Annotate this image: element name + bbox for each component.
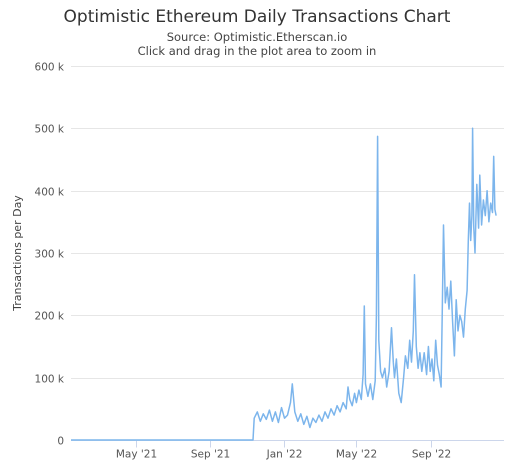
y-tick-label: 100 k bbox=[35, 374, 65, 386]
y-tick-label: 0 bbox=[57, 436, 64, 448]
chart-subtitle-source: Source: Optimistic.Etherscan.io bbox=[167, 30, 348, 44]
x-axis: May '21 Sep '21 Jan '22 May '22 Sep '22 bbox=[71, 440, 504, 461]
y-tick-label: 400 k bbox=[35, 187, 65, 199]
chart-title: Optimistic Ethereum Daily Transactions C… bbox=[64, 7, 451, 27]
chart-subtitle-zoom-hint: Click and drag in the plot area to zoom … bbox=[138, 44, 377, 58]
x-tick-label: May '21 bbox=[116, 449, 157, 461]
y-axis-title: Transactions per Day bbox=[11, 195, 24, 312]
x-tick-label: Sep '21 bbox=[191, 449, 230, 461]
series-line-0[interactable] bbox=[71, 127, 497, 441]
y-tick-label: 600 k bbox=[35, 62, 65, 74]
y-tick-label: 500 k bbox=[35, 124, 65, 136]
plot-area[interactable] bbox=[71, 127, 497, 441]
y-axis: 0 100 k 200 k 300 k 400 k 500 k 600 k bbox=[35, 62, 65, 448]
x-tick-label: Sep '22 bbox=[412, 449, 451, 461]
grid-lines bbox=[71, 66, 504, 379]
x-tick-label: Jan '22 bbox=[266, 449, 303, 461]
y-tick-label: 300 k bbox=[35, 249, 65, 261]
x-tick-label: May '22 bbox=[336, 449, 377, 461]
y-tick-label: 200 k bbox=[35, 311, 65, 323]
